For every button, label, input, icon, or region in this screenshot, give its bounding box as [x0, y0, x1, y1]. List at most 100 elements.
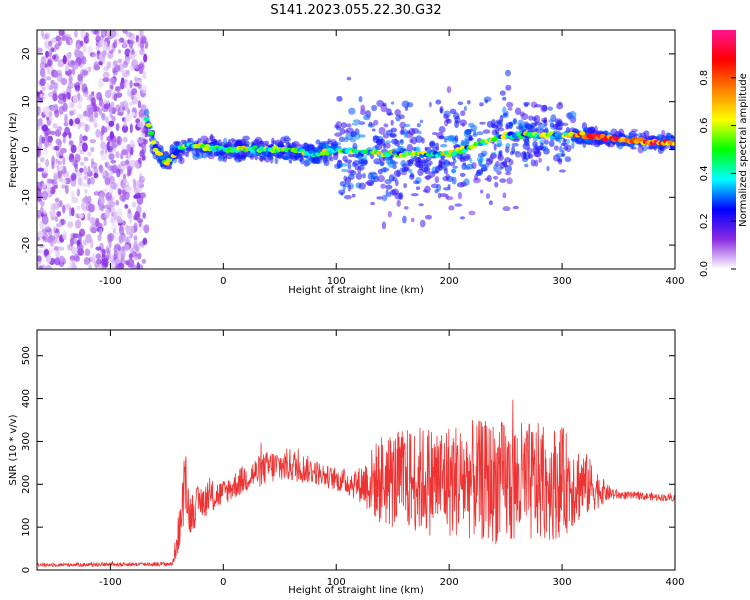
- spectrogram-noise-blob: [127, 168, 132, 177]
- spectrogram-blob: [371, 128, 376, 132]
- spectrogram-blob: [499, 90, 506, 96]
- spectrogram-noise-blob: [62, 136, 66, 144]
- spectrogram-blob: [419, 119, 424, 124]
- spectrogram-noise-blob: [141, 138, 148, 145]
- spectrogram-blob: [504, 157, 511, 163]
- spectrogram-blob: [385, 140, 392, 144]
- spectrogram-noise-blob: [50, 47, 55, 52]
- spectrogram-blob: [359, 109, 367, 116]
- spectrogram-blob: [399, 121, 407, 129]
- spectrogram-noise-blob: [65, 33, 71, 39]
- spectrogram-blob: [517, 119, 525, 128]
- spectrogram-noise-blob: [125, 190, 130, 201]
- spectrogram-noise-blob: [83, 188, 88, 195]
- spectrogram-noise-blob: [37, 255, 42, 262]
- spectrogram-noise-blob: [48, 116, 54, 122]
- spectrogram-blob: [637, 145, 644, 154]
- spectrogram-noise-blob: [38, 243, 45, 248]
- spectrogram-noise-blob: [134, 92, 141, 100]
- spectrogram-noise-blob: [56, 211, 62, 217]
- spectrogram-blob: [415, 186, 421, 190]
- spectrogram-noise-blob: [76, 244, 84, 251]
- spectrogram-noise-blob: [141, 155, 146, 162]
- spectrogram-blob: [558, 101, 563, 106]
- spectrogram-blob: [506, 177, 513, 185]
- spectrogram-blob: [448, 205, 455, 211]
- spectrogram-blob: [403, 183, 408, 189]
- spectrogram-noise-blob: [109, 30, 117, 38]
- spectrogram-noise-blob: [129, 166, 134, 171]
- spectrogram-blob: [187, 138, 191, 143]
- spectrogram-noise-blob: [138, 264, 144, 269]
- spectrogram-noise-blob: [78, 213, 84, 219]
- snr-y-ticks: 0 100 200 300 400 500: [21, 346, 675, 573]
- spectrogram-noise-blob: [52, 54, 57, 60]
- spectrogram-noise-blob: [41, 190, 48, 201]
- snr-y-tick-label: 200: [21, 475, 32, 494]
- spectrogram-blob: [476, 131, 484, 136]
- spectrogram-blob: [406, 144, 414, 152]
- spectrogram-noise-blob: [85, 233, 92, 244]
- spectrogram-noise-blob: [111, 195, 116, 201]
- spectrogram-blob: [334, 132, 342, 137]
- spectrogram-noise-blob: [108, 106, 113, 114]
- spectrogram-noise-blob: [93, 64, 101, 71]
- spectrogram-blob: [380, 104, 388, 113]
- spectrogram-noise-blob: [121, 77, 125, 84]
- spectrogram-blob: [424, 185, 431, 194]
- snr-x-tick-label: 0: [220, 577, 226, 588]
- spectrogram-blob: [437, 192, 442, 199]
- spectrogram-noise-blob: [125, 31, 133, 38]
- spectrogram-blob: [447, 184, 451, 189]
- spectrogram-blob: [290, 151, 294, 160]
- spectrogram-noise-blob: [87, 165, 91, 174]
- spectrogram-blob: [373, 175, 380, 183]
- snr-y-tick-label: 0: [21, 567, 32, 573]
- spectrogram-noise-blob: [90, 146, 95, 153]
- spectrogram-blob: [547, 106, 554, 111]
- spectrogram-blob: [390, 119, 394, 126]
- spectrogram-blob: [350, 130, 357, 138]
- spectrogram-blob: [346, 76, 352, 81]
- spectrogram-blob: [422, 161, 427, 167]
- spectrogram-noise-blob: [141, 37, 146, 45]
- spectrogram-noise-blob: [79, 122, 86, 127]
- spectrogram-noise-blob: [62, 230, 67, 240]
- spectrogram-noise-blob: [72, 61, 79, 70]
- spectrogram-noise-blob: [86, 151, 93, 156]
- snr-x-ticks: -100 0 100 200 300 400: [99, 330, 685, 588]
- spectrogram-noise-blob: [37, 230, 44, 238]
- spectrogram-blob: [409, 174, 415, 180]
- spectrogram-noise-blob: [50, 202, 56, 212]
- spectrogram-blob: [421, 164, 429, 173]
- spectrogram-blob: [445, 159, 449, 165]
- spectrogram-noise-blob: [128, 39, 134, 49]
- spectrogram-noise-blob: [45, 158, 50, 168]
- spectrogram-noise-blob: [73, 30, 78, 38]
- spectrogram-noise-blob: [126, 172, 131, 177]
- spectrogram-noise-blob: [71, 191, 75, 199]
- spectrogram-blob: [482, 129, 491, 134]
- colorbar-tick-label: 0.4: [699, 165, 710, 181]
- spectrogram-blob: [511, 142, 519, 147]
- spectrogram-noise-blob: [80, 30, 87, 39]
- spectrogram-blob: [503, 112, 508, 117]
- spectrogram-blob: [308, 144, 315, 151]
- spectrogram-noise-blob: [99, 166, 105, 174]
- spectrogram-noise-blob: [129, 79, 133, 89]
- spectrogram-blob: [524, 163, 529, 168]
- spectrogram-noise-blob: [89, 52, 96, 58]
- spectrogram-ridge-cell: [446, 153, 453, 158]
- spectrogram-blob: [403, 128, 407, 136]
- spectrogram-noise-blob: [122, 60, 129, 69]
- spectrogram-blob: [412, 146, 417, 152]
- spectrogram-blob: [254, 138, 260, 143]
- spectrogram-noise-blob: [54, 257, 61, 266]
- spectrogram-noise-blob: [66, 39, 70, 45]
- spectrogram-blob: [401, 166, 409, 173]
- spectrogram-blob: [446, 86, 452, 94]
- spectrogram-noise-blob: [87, 212, 92, 219]
- spectrogram-noise-blob: [58, 246, 65, 251]
- spectrogram-noise-blob: [72, 94, 79, 104]
- spectrogram-noise-blob: [42, 33, 49, 40]
